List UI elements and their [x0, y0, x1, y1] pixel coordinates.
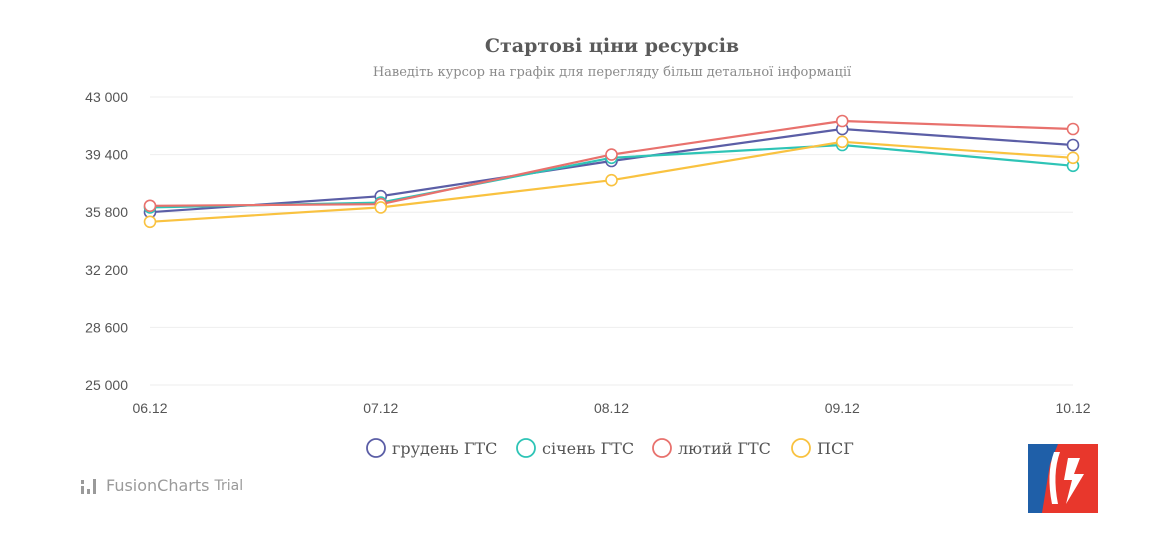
x-tick-label: 06.12: [132, 400, 167, 416]
data-point[interactable]: [1066, 151, 1080, 165]
y-tick-label: 25 000: [85, 377, 128, 393]
chart-title: Стартові ціни ресурсів: [485, 35, 739, 57]
y-tick-label: 35 800: [85, 204, 128, 220]
x-tick-label: 10.12: [1055, 400, 1090, 416]
series-line[interactable]: [149, 127, 1074, 214]
x-axis: 06.12 07.12 08.12 09.12 10.12: [132, 400, 1090, 416]
legend-item[interactable]: січень ГТС: [516, 438, 634, 458]
data-point[interactable]: [605, 173, 618, 187]
legend-label: лютий ГТС: [678, 439, 771, 458]
data-point[interactable]: [374, 201, 388, 214]
chart-subtitle: Наведіть курсор на графік для перегляду …: [373, 65, 852, 80]
data-point[interactable]: [835, 135, 849, 149]
gridlines: [150, 96, 1073, 386]
legend-marker: [516, 438, 536, 458]
legend-marker: [652, 438, 672, 458]
legend-marker: [366, 438, 386, 458]
legend-label: ПСГ: [817, 439, 854, 458]
fusioncharts-watermark: FusionCharts Trial: [80, 476, 243, 495]
legend-item[interactable]: лютий ГТС: [652, 438, 771, 458]
x-tick-label: 08.12: [594, 400, 629, 416]
data-point[interactable]: [1066, 122, 1080, 136]
data-point[interactable]: [1066, 138, 1080, 152]
series-points[interactable]: [143, 114, 1080, 229]
legend[interactable]: грудень ГТС січень ГТС лютий ГТС ПСГ: [366, 438, 854, 458]
y-axis: 25 000 28 600 32 200 35 800 39 400 43 000: [85, 89, 128, 393]
y-tick-label: 43 000: [85, 89, 128, 105]
y-tick-label: 39 400: [85, 147, 128, 163]
watermark-trial: Trial: [214, 477, 244, 494]
series-lines[interactable]: [149, 119, 1074, 223]
legend-marker: [791, 438, 811, 458]
data-point[interactable]: [605, 148, 618, 161]
y-tick-label: 32 200: [85, 262, 128, 278]
fusioncharts-logo-icon: [81, 478, 96, 494]
legend-label: січень ГТС: [542, 439, 634, 458]
x-tick-label: 09.12: [825, 400, 860, 416]
y-tick-label: 28 600: [85, 319, 128, 335]
x-tick-label: 07.12: [363, 400, 398, 416]
legend-item[interactable]: грудень ГТС: [366, 438, 497, 458]
data-point[interactable]: [143, 215, 157, 229]
data-point[interactable]: [835, 114, 849, 128]
watermark-brand: FusionCharts: [106, 476, 210, 495]
brand-logo-icon: [1028, 444, 1098, 513]
legend-item[interactable]: ПСГ: [791, 438, 854, 458]
legend-label: грудень ГТС: [392, 439, 497, 458]
data-point[interactable]: [143, 199, 157, 213]
